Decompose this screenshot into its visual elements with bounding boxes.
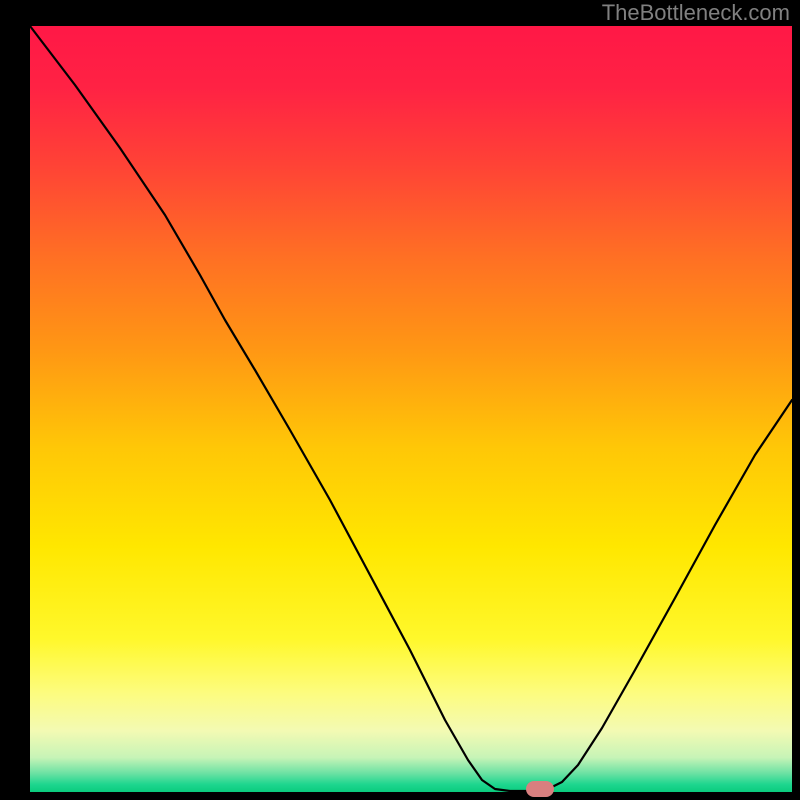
- optimal-point-marker: [526, 781, 554, 797]
- watermark-text: TheBottleneck.com: [602, 0, 790, 26]
- bottleneck-chart: [0, 0, 800, 800]
- gradient-background: [30, 26, 792, 792]
- chart-container: TheBottleneck.com: [0, 0, 800, 800]
